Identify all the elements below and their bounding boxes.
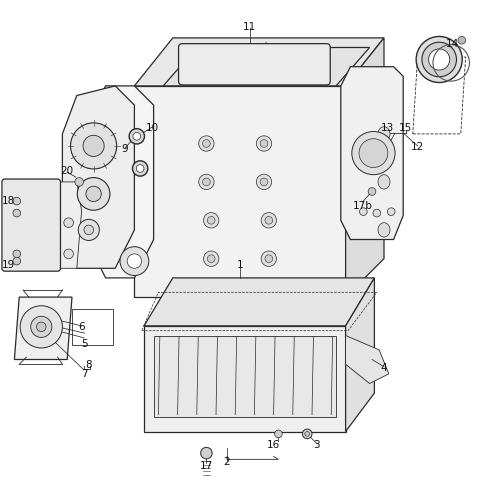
Polygon shape (58, 182, 82, 269)
Circle shape (136, 165, 144, 173)
Circle shape (132, 161, 148, 177)
Text: 9: 9 (121, 144, 128, 154)
Circle shape (261, 213, 276, 228)
Text: 6: 6 (78, 321, 85, 331)
Text: 18: 18 (2, 196, 15, 206)
Circle shape (64, 250, 73, 259)
Circle shape (204, 252, 219, 267)
Ellipse shape (378, 223, 390, 238)
Text: 20: 20 (60, 166, 74, 176)
Polygon shape (144, 326, 346, 432)
Text: 11: 11 (243, 22, 256, 32)
Circle shape (83, 136, 104, 157)
Polygon shape (134, 87, 346, 298)
Circle shape (84, 226, 94, 235)
Polygon shape (82, 87, 154, 278)
Text: 5: 5 (81, 338, 87, 348)
Circle shape (120, 247, 149, 276)
Circle shape (416, 37, 462, 84)
Text: 19: 19 (2, 260, 15, 270)
Circle shape (260, 179, 268, 186)
Text: 17b: 17b (352, 201, 372, 211)
Ellipse shape (378, 127, 390, 142)
Circle shape (86, 187, 101, 202)
Polygon shape (14, 298, 72, 360)
Circle shape (256, 175, 272, 190)
Circle shape (373, 210, 381, 217)
Circle shape (352, 132, 395, 175)
Polygon shape (346, 39, 384, 298)
Circle shape (207, 255, 215, 263)
Circle shape (201, 447, 212, 459)
Circle shape (36, 323, 46, 332)
Polygon shape (163, 48, 370, 87)
Circle shape (13, 210, 21, 217)
Text: 8: 8 (85, 360, 92, 370)
Text: 15: 15 (399, 122, 412, 132)
Circle shape (13, 251, 21, 258)
Circle shape (204, 213, 219, 228)
Text: 4: 4 (381, 362, 387, 372)
Circle shape (77, 178, 110, 211)
Circle shape (199, 136, 214, 152)
Circle shape (13, 258, 21, 265)
Polygon shape (62, 87, 134, 269)
Polygon shape (346, 278, 374, 432)
Circle shape (127, 254, 142, 269)
Text: 10: 10 (146, 122, 159, 132)
Circle shape (207, 217, 215, 225)
Circle shape (64, 218, 73, 228)
Text: 7: 7 (81, 368, 87, 378)
Circle shape (265, 217, 273, 225)
Circle shape (256, 136, 272, 152)
Polygon shape (341, 68, 403, 240)
Circle shape (203, 179, 210, 186)
Text: 1: 1 (237, 260, 243, 270)
Polygon shape (134, 39, 384, 87)
Circle shape (20, 306, 62, 348)
Polygon shape (144, 278, 374, 326)
Circle shape (129, 129, 144, 144)
Text: 13: 13 (381, 122, 395, 132)
Circle shape (261, 252, 276, 267)
Polygon shape (346, 336, 389, 384)
Ellipse shape (378, 175, 390, 190)
Text: 3: 3 (313, 439, 320, 449)
Circle shape (133, 133, 141, 141)
Circle shape (71, 124, 117, 169)
Circle shape (199, 175, 214, 190)
Circle shape (359, 139, 388, 168)
Circle shape (302, 429, 312, 439)
Circle shape (305, 432, 310, 436)
Text: 12: 12 (411, 142, 424, 152)
Circle shape (387, 208, 395, 216)
Circle shape (275, 430, 282, 438)
Circle shape (203, 140, 210, 148)
FancyBboxPatch shape (2, 180, 60, 272)
Circle shape (368, 188, 376, 196)
Circle shape (422, 43, 456, 78)
Polygon shape (154, 336, 336, 417)
Text: 17: 17 (200, 460, 213, 470)
Bar (72, 310, 113, 346)
Circle shape (75, 178, 84, 187)
Text: 14: 14 (445, 38, 459, 48)
Circle shape (13, 198, 21, 205)
Polygon shape (19, 302, 67, 355)
Circle shape (78, 220, 99, 241)
Circle shape (429, 50, 450, 71)
Text: 16: 16 (267, 439, 280, 449)
Circle shape (360, 208, 367, 216)
Text: 2: 2 (224, 456, 230, 466)
Circle shape (260, 140, 268, 148)
Circle shape (265, 255, 273, 263)
Circle shape (31, 317, 52, 338)
Circle shape (458, 37, 466, 45)
FancyBboxPatch shape (179, 45, 330, 86)
